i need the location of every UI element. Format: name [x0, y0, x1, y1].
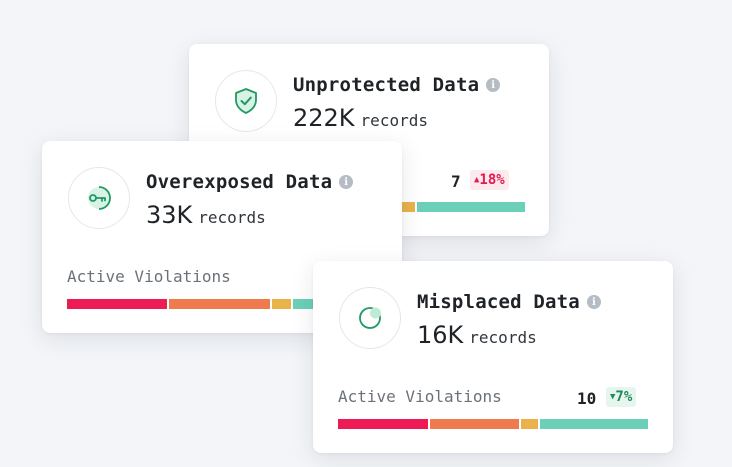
violations-bar: [399, 202, 525, 212]
records-count: 222K records: [293, 104, 428, 132]
card-title: Unprotected Data i: [293, 74, 501, 96]
violations-bar: [338, 419, 648, 429]
bar-segment-medium: [521, 419, 539, 429]
info-icon[interactable]: i: [586, 295, 601, 309]
info-icon[interactable]: i: [339, 175, 354, 189]
violations-count: 7: [451, 172, 461, 191]
bar-segment-high: [169, 299, 270, 309]
records-count: 16K records: [417, 321, 537, 349]
shield-check-icon: [215, 70, 277, 132]
key-icon: [68, 167, 130, 229]
card-misplaced-data[interactable]: Misplaced Data i 16K records Active Viola…: [313, 261, 673, 453]
records-count: 33K records: [146, 201, 266, 229]
bar-segment-critical: [338, 419, 428, 429]
caret-up-icon: ▲: [474, 175, 480, 185]
active-violations-label: Active Violations: [338, 387, 502, 406]
card-title: Overexposed Data i: [146, 171, 354, 193]
card-title: Misplaced Data i: [417, 291, 601, 313]
bar-segment-medium: [271, 299, 292, 309]
change-badge: ▼7%: [606, 387, 637, 407]
active-violations-label: Active Violations: [67, 267, 231, 286]
violations-count: 10: [577, 389, 597, 408]
change-badge: ▲18%: [470, 170, 509, 190]
misplaced-circle-icon: [339, 287, 401, 349]
bar-segment-low: [540, 419, 648, 429]
bar-segment-high: [429, 419, 520, 429]
info-icon[interactable]: i: [486, 78, 501, 92]
caret-down-icon: ▼: [610, 392, 616, 402]
bar-segment-low: [417, 202, 525, 212]
bar-segment-medium: [399, 202, 415, 212]
bar-segment-critical: [67, 299, 168, 309]
